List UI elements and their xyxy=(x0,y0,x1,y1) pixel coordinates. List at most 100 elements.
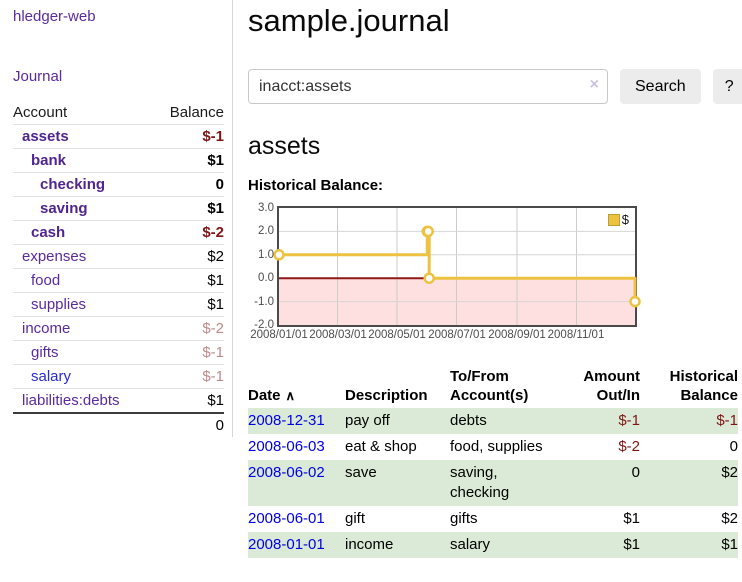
account-heading: assets xyxy=(248,132,321,160)
data-point-marker[interactable] xyxy=(422,225,434,238)
x-tick-label: 2008/01/01 xyxy=(250,329,308,341)
account-balance: $1 xyxy=(207,200,224,217)
accounts-table: Account Balance assets $-1 bank $1 checking 0… xyxy=(13,101,224,437)
account-link-expenses[interactable]: expenses xyxy=(22,248,87,265)
transaction-balance: $-1 xyxy=(716,412,738,429)
register-header-amount-out-in: Amount Out/In xyxy=(583,368,640,404)
y-tick-label: -2.0 xyxy=(254,319,274,331)
x-tick-label: 2008/11/01 xyxy=(547,329,605,341)
data-point-marker[interactable] xyxy=(273,249,285,261)
account-balance: $1 xyxy=(207,152,224,169)
accounts-header-balance: Balance xyxy=(169,104,224,121)
x-tick-label: 2008/05/01 xyxy=(368,329,426,341)
register-header-date[interactable]: Date ∧ xyxy=(248,387,296,404)
legend-label: $ xyxy=(621,212,629,227)
register-header-row: Date ∧ Description To/From Account(s) Amount… xyxy=(248,365,738,408)
transaction-date-link[interactable]: 2008-12-31 xyxy=(248,412,325,429)
transaction-description: eat & shop xyxy=(345,438,417,455)
register-header-description: Description xyxy=(345,387,428,404)
accounts-total-row: 0 xyxy=(13,413,224,437)
account-row: expenses $2 xyxy=(13,244,224,269)
transaction-date-link[interactable]: 2008-06-02 xyxy=(248,464,325,481)
account-link-income[interactable]: income xyxy=(22,320,71,337)
account-row: checking 0 xyxy=(13,172,224,197)
transaction-row: 2008-06-02 save saving, checking 0 $2 xyxy=(248,460,738,506)
clear-search-icon[interactable]: × xyxy=(589,76,599,93)
account-row: income $-2 xyxy=(13,316,224,341)
chart-label: Historical Balance: xyxy=(248,177,384,194)
account-link-cash[interactable]: cash xyxy=(31,224,66,241)
page: hledger-web Journal Account Balance asse… xyxy=(13,0,742,558)
account-row: saving $1 xyxy=(13,196,224,221)
transaction-description: pay off xyxy=(345,412,390,429)
y-tick-label: 1.0 xyxy=(258,249,274,261)
data-point-marker[interactable] xyxy=(423,272,435,284)
accounts-total-balance: 0 xyxy=(215,417,224,434)
account-link-bank[interactable]: bank xyxy=(31,152,67,169)
transaction-accounts: salary xyxy=(450,536,491,553)
transaction-balance: $2 xyxy=(721,510,738,527)
app-title-link[interactable]: hledger-web xyxy=(13,8,96,25)
transaction-row: 2008-06-03 eat & shop food, supplies $-2 0 xyxy=(248,434,738,460)
transaction-accounts: saving, checking xyxy=(450,464,510,501)
chart-legend: $ xyxy=(606,212,630,227)
account-balance: $1 xyxy=(207,296,224,313)
account-balance: 0 xyxy=(215,176,224,193)
transaction-row: 2008-12-31 pay off debts $-1 $-1 xyxy=(248,408,738,434)
y-tick-label: 3.0 xyxy=(258,202,274,214)
transaction-description: gift xyxy=(345,510,366,527)
account-balance: $-1 xyxy=(202,344,224,361)
account-row: bank $1 xyxy=(13,148,224,173)
account-balance: $2 xyxy=(207,248,224,265)
historical-balance-chart: $ 3.0 2.0 1.0 0.0 -1.0 -2.0 2008/01/01 2008/03… xyxy=(248,202,742,346)
chart-plot-area: $ xyxy=(273,206,641,327)
account-link-checking[interactable]: checking xyxy=(40,176,106,193)
transaction-balance: $1 xyxy=(721,536,738,553)
register-table-body: 2008-12-31 pay off debts $-1 $-1 2008-06-03 ea… xyxy=(248,408,738,558)
account-row: salary $-1 xyxy=(13,364,224,389)
x-tick-label: 2008/07/01 xyxy=(428,329,486,341)
transaction-accounts: food, supplies xyxy=(450,438,543,455)
x-tick-label: 2008/09/01 xyxy=(488,329,546,341)
account-balance: $-2 xyxy=(202,224,224,241)
sidebar-item-journal[interactable]: Journal xyxy=(13,68,63,85)
search-button[interactable]: Search xyxy=(620,69,701,104)
account-link-food[interactable]: food xyxy=(31,272,61,289)
account-row: supplies $1 xyxy=(13,292,224,317)
transaction-amount: $-1 xyxy=(618,412,640,429)
account-link-assets[interactable]: assets xyxy=(22,128,69,145)
legend-swatch-icon xyxy=(607,213,620,226)
transaction-balance: $2 xyxy=(721,464,738,481)
balance-chart-svg xyxy=(273,208,641,325)
account-link-gifts[interactable]: gifts xyxy=(31,344,59,361)
account-row: liabilities:debts $1 xyxy=(13,388,224,414)
sort-ascending-icon: ∧ xyxy=(285,388,296,403)
transaction-row: 2008-01-01 income salary $1 $1 xyxy=(248,532,738,558)
account-link-liabilities-debts[interactable]: liabilities:debts xyxy=(22,392,120,409)
help-button[interactable]: ? xyxy=(712,69,742,104)
transaction-date-link[interactable]: 2008-06-03 xyxy=(248,438,325,455)
account-link-saving[interactable]: saving xyxy=(40,200,88,217)
search-form: × Search ? xyxy=(248,69,742,104)
transaction-date-link[interactable]: 2008-01-01 xyxy=(248,536,325,553)
account-row: assets $-1 xyxy=(13,124,224,149)
register-table-head: Date ∧ Description To/From Account(s) Amount… xyxy=(248,365,738,408)
accounts-header-row: Account Balance xyxy=(13,101,224,125)
register-header-historical-balance: Historical Balance xyxy=(669,368,738,404)
account-link-supplies[interactable]: supplies xyxy=(31,296,87,313)
account-balance: $-2 xyxy=(202,320,224,337)
y-tick-label: 2.0 xyxy=(258,225,274,237)
account-balance: $-1 xyxy=(202,128,224,145)
account-row: gifts $-1 xyxy=(13,340,224,365)
data-point-marker[interactable] xyxy=(629,295,641,308)
register-table: Date ∧ Description To/From Account(s) Amount… xyxy=(248,365,738,558)
account-link-salary[interactable]: salary xyxy=(31,368,72,385)
transaction-accounts: debts xyxy=(450,412,487,429)
transaction-date-link[interactable]: 2008-06-01 xyxy=(248,510,325,527)
search-input[interactable] xyxy=(248,69,608,104)
transaction-description: income xyxy=(345,536,394,553)
x-tick-label: 2008/03/01 xyxy=(309,329,367,341)
transaction-amount: $1 xyxy=(623,536,640,553)
y-tick-label: 0.0 xyxy=(258,272,274,284)
account-row: cash $-2 xyxy=(13,220,224,245)
